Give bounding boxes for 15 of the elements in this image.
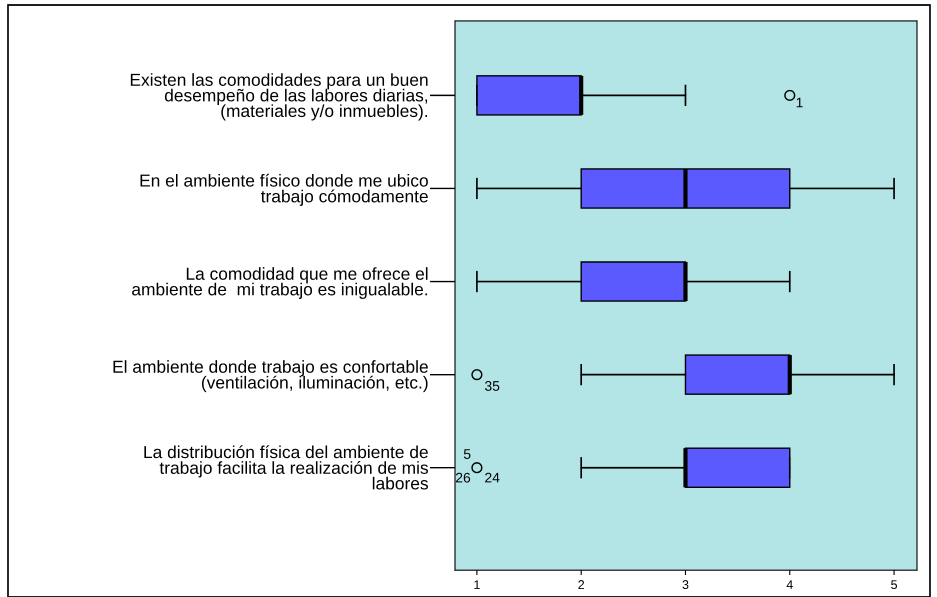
- annotation: 1: [796, 98, 803, 108]
- annotation: 5: [464, 449, 470, 459]
- annotation: 26: [456, 472, 470, 483]
- annotation: 35: [484, 381, 500, 391]
- y-tick-label: En el ambiente físico donde me ubico trabajo cómodamente: [140, 174, 428, 206]
- x-tick-label: 2: [578, 580, 584, 589]
- y-tick-label: Existen las comodidades para un buen desempeño de las labores diarias, (materiales y/o inmuebles).: [130, 73, 428, 120]
- x-tick-label: 1: [474, 580, 480, 589]
- y-tick-label: La distribución física del ambiente de trabajo facilita la realización de mis labores: [144, 445, 428, 490]
- y-tick-label: El ambiente donde trabajo es confortable (ventilación, iluminación, etc.): [113, 360, 428, 392]
- x-tick-label: 3: [682, 580, 688, 590]
- annotation: 24: [485, 472, 500, 482]
- x-tick-label: 4: [786, 580, 793, 589]
- y-tick-label: La comodidad que me ofrece el ambiente de mi trabajo es inigualable.: [132, 267, 428, 299]
- x-tick-label: 5: [891, 580, 898, 590]
